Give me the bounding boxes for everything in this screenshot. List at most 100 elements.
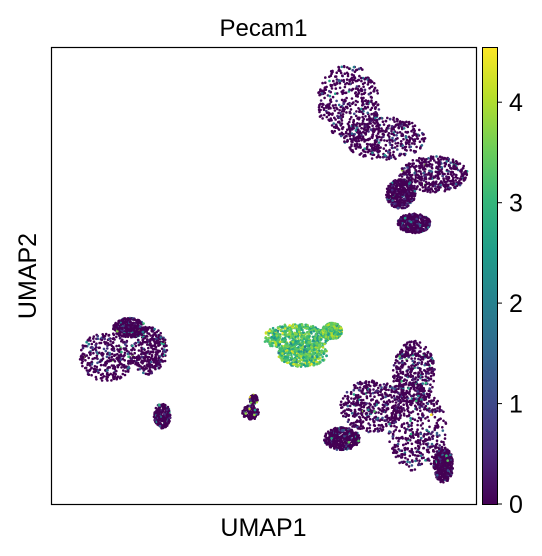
data-point — [410, 164, 414, 168]
data-point — [398, 461, 401, 465]
data-point — [404, 172, 407, 176]
data-point — [383, 405, 386, 408]
data-point — [276, 339, 280, 343]
data-point — [279, 328, 282, 332]
data-point — [343, 72, 347, 75]
data-point — [398, 154, 402, 157]
data-point — [428, 459, 431, 462]
data-point — [416, 185, 419, 188]
data-point — [373, 424, 377, 428]
data-point — [395, 117, 399, 121]
data-point — [380, 136, 384, 139]
data-point — [403, 216, 407, 220]
data-point — [393, 146, 397, 149]
data-point — [396, 131, 399, 134]
data-point — [358, 136, 362, 140]
data-point — [444, 162, 448, 166]
data-point — [302, 337, 306, 341]
data-point — [324, 76, 327, 79]
data-point — [309, 330, 313, 334]
data-point — [441, 174, 445, 177]
data-point — [364, 133, 368, 136]
data-point — [352, 433, 356, 436]
data-point — [412, 377, 415, 380]
data-point — [429, 177, 432, 180]
data-point — [424, 354, 427, 358]
data-point — [427, 432, 430, 435]
data-point — [441, 426, 444, 429]
data-point — [428, 169, 431, 173]
data-point — [357, 388, 361, 392]
data-point — [375, 89, 379, 92]
data-point — [398, 191, 402, 194]
data-point — [359, 422, 363, 426]
data-point — [431, 434, 435, 438]
data-point — [385, 126, 389, 130]
data-point — [360, 107, 363, 111]
data-point — [387, 399, 391, 402]
data-point — [399, 215, 403, 219]
data-point — [277, 343, 280, 347]
data-point — [316, 339, 319, 342]
data-point — [336, 127, 340, 130]
data-point — [334, 75, 338, 78]
data-point — [431, 385, 434, 389]
data-point — [345, 134, 348, 138]
data-point — [420, 462, 424, 466]
data-point — [346, 72, 350, 76]
data-point — [373, 402, 376, 406]
data-point — [349, 423, 352, 426]
data-point — [338, 132, 342, 136]
data-point — [391, 192, 395, 196]
data-point — [388, 138, 392, 142]
data-point — [366, 124, 370, 128]
data-point — [447, 163, 451, 167]
data-point — [416, 444, 420, 448]
data-point — [448, 463, 452, 467]
data-point — [393, 409, 397, 412]
data-point — [354, 420, 358, 424]
data-point — [369, 91, 373, 95]
data-point — [415, 397, 419, 400]
data-point — [419, 438, 422, 442]
data-point — [356, 100, 359, 104]
data-point — [350, 143, 353, 146]
data-point — [339, 403, 342, 407]
data-point — [420, 401, 423, 404]
data-point — [410, 427, 414, 431]
data-point — [443, 189, 447, 193]
data-point — [363, 153, 367, 157]
data-point — [435, 171, 439, 174]
data-point — [363, 91, 367, 95]
data-point — [324, 81, 327, 84]
data-point — [365, 102, 368, 106]
data-point — [392, 155, 396, 158]
data-point — [408, 212, 411, 216]
data-point — [406, 458, 410, 461]
data-point — [411, 359, 415, 363]
data-point — [276, 326, 280, 330]
data-point — [354, 92, 357, 95]
data-point — [428, 407, 431, 410]
data-point — [410, 424, 413, 427]
data-point — [407, 365, 411, 369]
data-point — [360, 413, 364, 417]
data-point — [403, 453, 407, 456]
data-point — [427, 185, 431, 189]
data-point — [361, 148, 365, 152]
data-point — [288, 324, 292, 327]
data-point — [350, 76, 354, 80]
data-point — [323, 86, 327, 89]
data-point — [427, 160, 431, 164]
data-point — [324, 432, 328, 436]
data-point — [416, 176, 420, 179]
data-point — [401, 172, 405, 176]
data-point — [454, 160, 458, 163]
data-point — [375, 156, 379, 159]
data-point — [456, 176, 459, 180]
data-point — [385, 139, 389, 143]
data-point — [399, 414, 403, 417]
data-point — [367, 380, 371, 384]
data-point — [362, 409, 366, 413]
data-point — [391, 447, 394, 450]
